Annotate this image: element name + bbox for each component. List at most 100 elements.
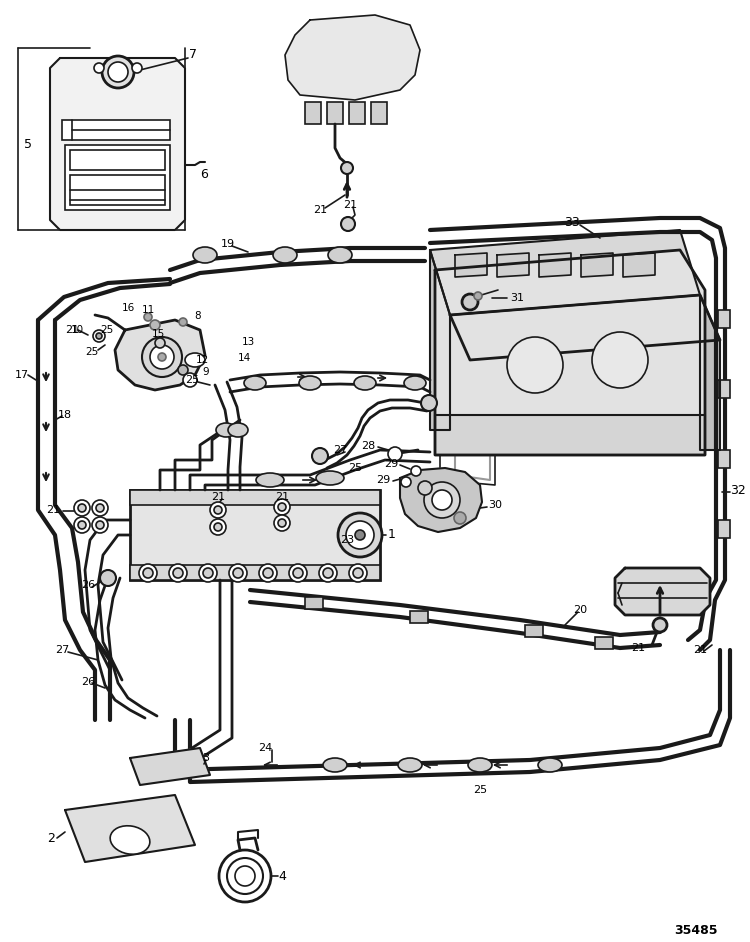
Text: 6: 6: [200, 169, 208, 182]
Text: 29: 29: [376, 475, 390, 485]
Ellipse shape: [323, 758, 347, 772]
Circle shape: [341, 162, 353, 174]
Circle shape: [411, 466, 421, 476]
Text: 18: 18: [58, 410, 72, 420]
Circle shape: [100, 570, 116, 586]
Circle shape: [203, 568, 213, 578]
Circle shape: [199, 564, 217, 582]
Circle shape: [388, 447, 402, 461]
Text: 27: 27: [55, 645, 69, 655]
Circle shape: [424, 482, 460, 518]
Circle shape: [94, 63, 104, 73]
Text: 25: 25: [86, 347, 99, 357]
Bar: [718, 450, 730, 468]
Bar: [70, 150, 165, 170]
Circle shape: [353, 568, 363, 578]
Text: 25: 25: [100, 325, 114, 335]
Text: 27: 27: [333, 445, 347, 455]
Circle shape: [274, 515, 290, 531]
Circle shape: [210, 519, 226, 535]
Polygon shape: [430, 250, 450, 430]
Circle shape: [653, 618, 667, 632]
Bar: [130, 565, 380, 580]
Ellipse shape: [468, 758, 492, 772]
Text: 21: 21: [343, 200, 357, 210]
Circle shape: [93, 330, 105, 342]
Circle shape: [214, 506, 222, 514]
Text: 29: 29: [384, 459, 398, 469]
Circle shape: [346, 521, 374, 549]
Circle shape: [401, 477, 411, 487]
Text: 1: 1: [388, 528, 396, 542]
Polygon shape: [615, 568, 710, 615]
Circle shape: [349, 564, 367, 582]
Circle shape: [96, 333, 102, 339]
Circle shape: [421, 395, 437, 411]
Circle shape: [341, 217, 355, 231]
Circle shape: [278, 519, 286, 527]
Circle shape: [102, 56, 134, 88]
Polygon shape: [581, 253, 613, 277]
Bar: [62, 120, 170, 140]
Circle shape: [219, 850, 271, 902]
Polygon shape: [435, 250, 705, 455]
Ellipse shape: [256, 473, 284, 487]
Circle shape: [214, 523, 222, 531]
Ellipse shape: [193, 247, 217, 263]
Circle shape: [355, 530, 365, 540]
Text: 30: 30: [488, 500, 502, 510]
Text: 21: 21: [693, 645, 707, 655]
Text: 2: 2: [47, 832, 55, 844]
Circle shape: [229, 564, 247, 582]
Polygon shape: [130, 748, 210, 785]
Text: 15: 15: [152, 329, 165, 339]
Circle shape: [278, 503, 286, 511]
Circle shape: [592, 332, 648, 388]
Circle shape: [150, 345, 174, 369]
Text: 12: 12: [196, 355, 209, 365]
Circle shape: [432, 490, 452, 510]
Ellipse shape: [299, 376, 321, 390]
Polygon shape: [285, 15, 420, 100]
Circle shape: [173, 568, 183, 578]
Polygon shape: [65, 795, 195, 862]
Polygon shape: [700, 295, 720, 450]
Circle shape: [319, 564, 337, 582]
Bar: [349, 102, 365, 124]
Circle shape: [74, 500, 90, 516]
Circle shape: [227, 858, 263, 894]
Text: 35485: 35485: [674, 923, 718, 936]
Ellipse shape: [316, 471, 344, 485]
Circle shape: [150, 320, 160, 330]
Bar: [70, 175, 165, 205]
Text: 17: 17: [15, 370, 29, 380]
Text: 25: 25: [185, 375, 199, 385]
Text: 32: 32: [730, 483, 746, 496]
Circle shape: [312, 448, 328, 464]
Bar: [65, 145, 170, 210]
Bar: [130, 490, 380, 505]
Text: 16: 16: [122, 303, 135, 313]
Polygon shape: [450, 295, 720, 360]
Text: 25: 25: [348, 463, 362, 473]
Polygon shape: [400, 468, 482, 532]
Circle shape: [96, 504, 104, 512]
Circle shape: [338, 513, 382, 557]
Bar: [305, 597, 323, 609]
Circle shape: [169, 564, 187, 582]
Circle shape: [474, 292, 482, 300]
Circle shape: [418, 481, 432, 495]
Circle shape: [178, 365, 188, 375]
Text: 23: 23: [340, 535, 354, 545]
Circle shape: [293, 568, 303, 578]
Circle shape: [274, 499, 290, 515]
Text: 21: 21: [275, 492, 289, 502]
Text: 21: 21: [65, 325, 79, 335]
Bar: [718, 310, 730, 328]
Circle shape: [78, 521, 86, 529]
Text: 19: 19: [221, 239, 235, 249]
Ellipse shape: [110, 826, 150, 854]
Circle shape: [142, 337, 182, 377]
Text: 31: 31: [510, 293, 524, 303]
Circle shape: [183, 373, 197, 387]
